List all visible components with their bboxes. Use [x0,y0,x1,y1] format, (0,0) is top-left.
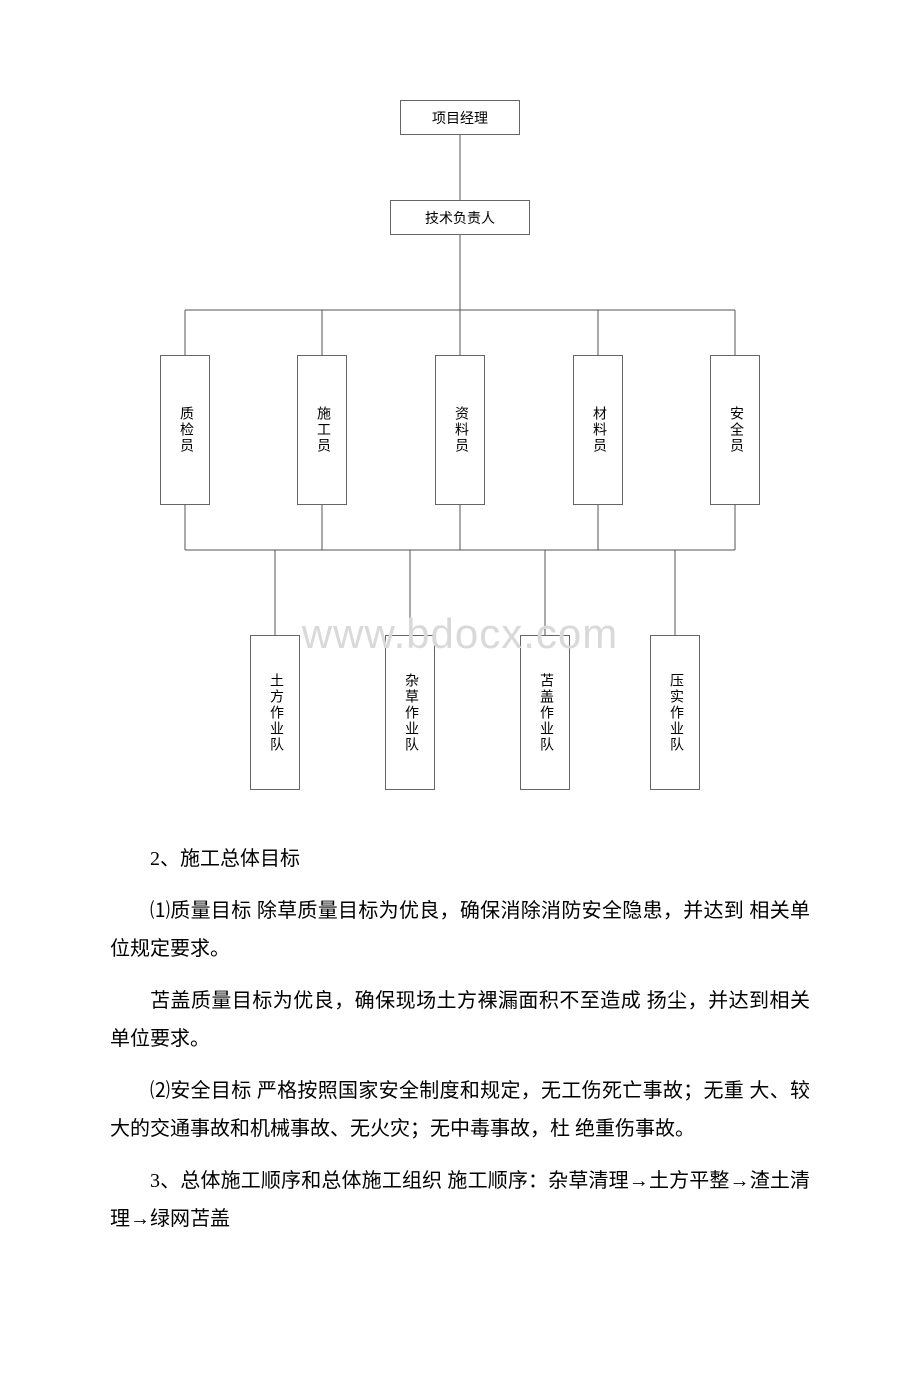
paragraph-sequence: 3、总体施工顺序和总体施工组织 施工顺序：杂草清理→土方平整→渣土清理→绿网苫盖 [110,1162,810,1238]
node-cover-team: 苫盖作业队 [520,635,570,790]
node-tech-lead: 技术负责人 [390,200,530,235]
paragraph-cover-goal: 苫盖质量目标为优良，确保现场土方裸漏面积不至造成 扬尘，并达到相关单位要求。 [110,982,810,1058]
paragraph-quality-goal: ⑴质量目标 除草质量目标为优良，确保消除消防安全隐患，并达到 相关单位规定要求。 [110,892,810,968]
node-quality-inspector: 质检员 [160,355,210,505]
org-chart: 项目经理 技术负责人 质检员 施工员 资料员 材料员 安全员 土方作业队 杂草作… [100,80,820,800]
node-project-manager: 项目经理 [400,100,520,135]
node-safety: 安全员 [710,355,760,505]
paragraph-heading-2: 2、施工总体目标 [110,840,810,878]
node-materials: 材料员 [573,355,623,505]
node-compaction-team: 压实作业队 [650,635,700,790]
node-constructor: 施工员 [297,355,347,505]
node-documenter: 资料员 [435,355,485,505]
node-weed-team: 杂草作业队 [385,635,435,790]
node-earthwork-team: 土方作业队 [250,635,300,790]
document-body: 2、施工总体目标 ⑴质量目标 除草质量目标为优良，确保消除消防安全隐患，并达到 … [0,800,920,1238]
paragraph-safety-goal: ⑵安全目标 严格按照国家安全制度和规定，无工伤死亡事故；无重 大、较大的交通事故… [110,1072,810,1148]
